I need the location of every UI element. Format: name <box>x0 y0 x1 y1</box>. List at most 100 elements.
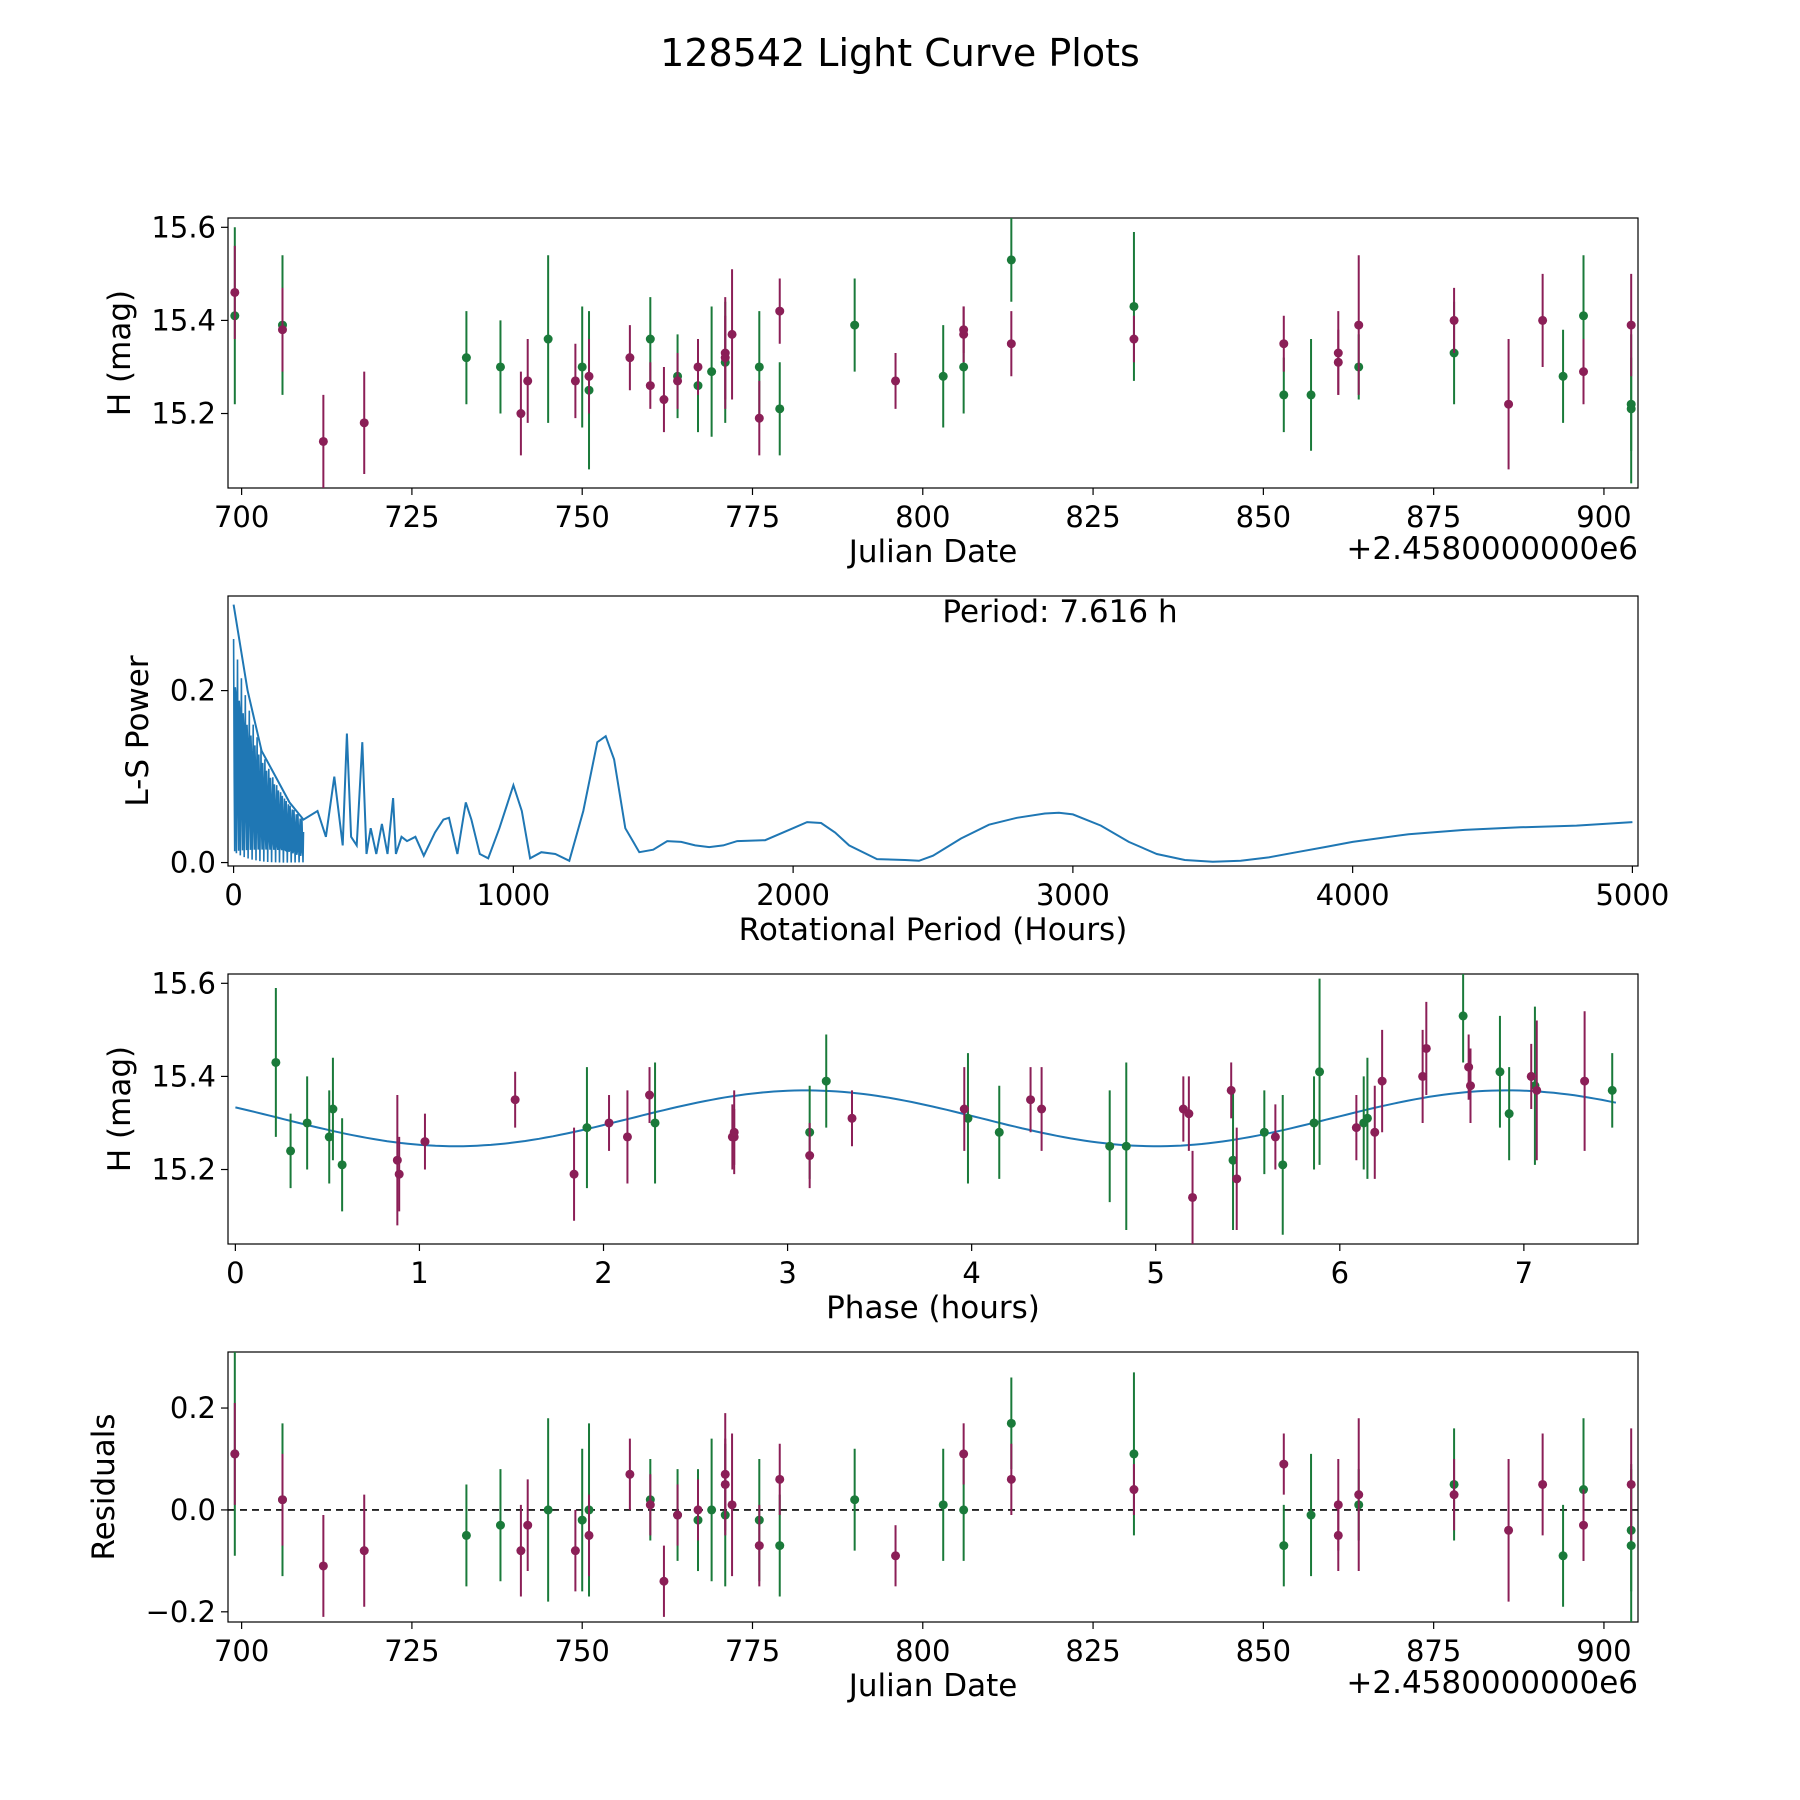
periodogram-x-tick-label: 1000 <box>476 878 550 912</box>
lightcurve-green-point <box>645 334 655 344</box>
residuals-x-tick-label: 700 <box>214 1634 269 1668</box>
lightcurve-green-point <box>754 362 764 372</box>
model-fit-curve <box>235 1089 1617 1148</box>
phased-green-point <box>1259 1127 1269 1137</box>
phased-x-tick-label: 4 <box>962 1256 980 1290</box>
residuals-offset-label: +2.4580000000e6 <box>1346 1665 1638 1701</box>
periodogram-x-label: Rotational Period (Hours) <box>739 912 1128 948</box>
phased-magenta-point <box>959 1104 969 1114</box>
phased-magenta-point <box>420 1137 430 1147</box>
lightcurve-magenta-point <box>1006 339 1016 349</box>
phased-magenta-point <box>1464 1062 1474 1072</box>
phased-magenta-point <box>394 1169 404 1179</box>
periodogram-x-tick-label: 4000 <box>1316 878 1390 912</box>
residuals-magenta-point <box>754 1541 764 1551</box>
lightcurve-green-point <box>543 334 553 344</box>
phased-green-point <box>1607 1085 1617 1095</box>
lightcurve-green-point <box>1558 371 1568 381</box>
periodogram-plot-area <box>232 604 1633 863</box>
lightcurve-x-tick-label: 800 <box>895 500 950 534</box>
lightcurve-x-tick-label: 900 <box>1576 500 1631 534</box>
residuals-y-tick-label: 0.0 <box>170 1493 216 1527</box>
lightcurve-green-point <box>1129 301 1139 311</box>
residuals-y-tick-label: 0.2 <box>170 1391 216 1425</box>
residuals-magenta-point <box>1579 1520 1589 1530</box>
lightcurve-magenta-point <box>693 362 703 372</box>
periodogram-panel: 0 1000 2000 3000 4000 5000 0.0 0.2 Period: 7.61… <box>120 594 1669 948</box>
lightcurve-x-label: Julian Date <box>847 534 1018 570</box>
residuals-green-point <box>577 1515 587 1525</box>
phased-green-point <box>821 1076 831 1086</box>
residuals-magenta-point <box>584 1530 594 1540</box>
lightcurve-magenta-point <box>359 418 369 428</box>
lightcurve-plot-area <box>230 218 1636 488</box>
phased-data <box>235 974 1617 1244</box>
residuals-green-point <box>938 1500 948 1510</box>
phased-green-point <box>324 1132 334 1142</box>
lightcurve-magenta-point <box>673 376 683 386</box>
lightcurve-magenta-point <box>516 409 526 419</box>
phased-magenta-point <box>1037 1104 1047 1114</box>
phased-magenta-point <box>392 1155 402 1165</box>
lightcurve-green-point <box>461 353 471 363</box>
residuals-magenta-point <box>1279 1459 1289 1469</box>
phased-ticks: 0 1 2 3 4 5 6 7 15.2 15.4 15.6 <box>151 966 1533 1290</box>
residuals-plot-area <box>228 1352 1638 1622</box>
residuals-green-point <box>495 1520 505 1530</box>
lightcurve-green-point <box>850 320 860 330</box>
periodogram-data <box>232 604 1633 863</box>
lightcurve-green-point <box>1626 399 1636 409</box>
residuals-panel: 700 725 750 775 800 825 850 875 900 −0.2 0.0 0.2 Ju… <box>86 1351 1639 1704</box>
lightcurve-offset-label: +2.4580000000e6 <box>1346 531 1638 567</box>
phased-magenta-point <box>1184 1109 1194 1119</box>
lightcurve-green-point <box>938 371 948 381</box>
residuals-magenta-point <box>318 1561 328 1571</box>
phased-plot-area <box>235 974 1617 1244</box>
lightcurve-magenta-point <box>659 395 669 405</box>
periodogram-line <box>232 604 1633 863</box>
periodogram-x-tick-label: 2000 <box>756 878 830 912</box>
phased-green-point <box>1458 1011 1468 1021</box>
phased-x-tick-label: 3 <box>778 1256 796 1290</box>
phased-green-point <box>302 1118 312 1128</box>
lightcurve-green-point <box>1306 390 1316 400</box>
phased-green-point <box>1105 1141 1115 1151</box>
lightcurve-green-point <box>1579 311 1589 321</box>
residuals-green-point <box>775 1541 785 1551</box>
periodogram-y-tick-label: 0.0 <box>170 846 216 880</box>
residuals-x-tick-label: 750 <box>555 1634 610 1668</box>
lightcurve-magenta-point <box>230 287 240 297</box>
phased-green-point <box>1121 1141 1131 1151</box>
residuals-x-tick-label: 850 <box>1236 1634 1291 1668</box>
lightcurve-magenta-point <box>645 381 655 391</box>
phased-magenta-point <box>604 1118 614 1128</box>
phased-panel: 0 1 2 3 4 5 6 7 15.2 15.4 15.6 Phase (hours) H (ma… <box>102 966 1639 1326</box>
lightcurve-magenta-point <box>1626 320 1636 330</box>
residuals-magenta-point <box>570 1546 580 1556</box>
phased-magenta-point <box>729 1127 739 1137</box>
phased-magenta-point <box>1418 1071 1428 1081</box>
lightcurve-green-point <box>1006 255 1016 265</box>
phased-x-tick-label: 2 <box>594 1256 612 1290</box>
residuals-magenta-point <box>1354 1490 1364 1500</box>
residuals-magenta-point <box>1449 1490 1459 1500</box>
residuals-green-point <box>1129 1449 1139 1459</box>
residuals-x-tick-label: 825 <box>1065 1634 1120 1668</box>
lightcurve-x-tick-label: 775 <box>725 500 780 534</box>
residuals-axes-frame <box>227 1351 1639 1623</box>
phased-y-tick-label: 15.6 <box>151 966 216 1000</box>
residuals-magenta-point <box>1538 1479 1548 1489</box>
lightcurve-green-point <box>1279 390 1289 400</box>
phased-x-tick-label: 1 <box>410 1256 428 1290</box>
residuals-data <box>228 1352 1638 1622</box>
phased-green-point <box>1362 1113 1372 1123</box>
lightcurve-magenta-point <box>891 376 901 386</box>
phased-green-point <box>271 1057 281 1067</box>
residuals-y-tick-label: −0.2 <box>146 1595 216 1629</box>
lightcurve-y-label: H (mag) <box>102 290 138 416</box>
lightcurve-magenta-point <box>1579 367 1589 377</box>
phased-magenta-point <box>1377 1076 1387 1086</box>
lightcurve-x-tick-label: 750 <box>555 500 610 534</box>
phased-magenta-point <box>1465 1081 1475 1091</box>
